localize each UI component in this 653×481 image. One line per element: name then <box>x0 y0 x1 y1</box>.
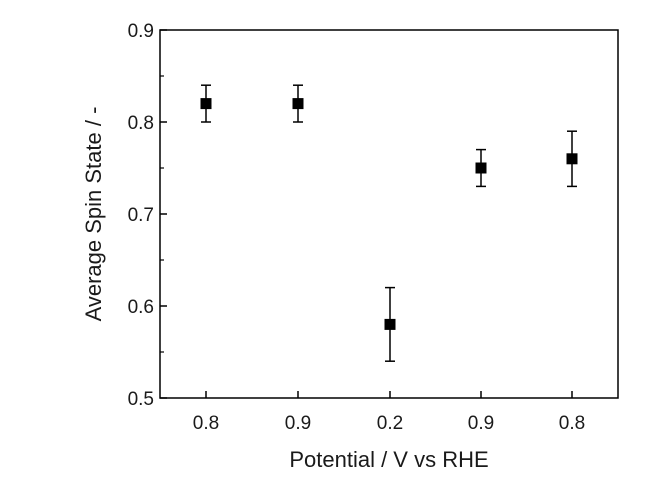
data-point <box>384 318 396 330</box>
data-point <box>566 153 578 165</box>
y-tick-label: 0.5 <box>128 389 154 410</box>
y-tick-label: 0.8 <box>128 113 154 134</box>
y-tick-label: 0.7 <box>128 205 154 226</box>
y-axis: 0.5 0.6 0.7 0.8 0.9 <box>128 21 167 410</box>
x-tick-label: 0.8 <box>193 413 219 434</box>
data-point <box>475 162 487 174</box>
plot-frame <box>159 29 619 399</box>
x-tick-label: 0.8 <box>559 413 585 434</box>
x-axis: 0.8 0.9 0.2 0.9 0.8 <box>193 391 585 434</box>
data-point <box>292 98 304 110</box>
y-axis-title: Average Spin State / - <box>81 107 106 322</box>
data-points <box>200 84 578 362</box>
x-tick-label: 0.2 <box>377 413 403 434</box>
y-tick-label: 0.6 <box>128 297 154 318</box>
x-axis-title: Potential / V vs RHE <box>289 447 488 472</box>
data-point <box>200 98 212 110</box>
y-tick-label: 0.9 <box>128 21 154 42</box>
x-tick-label: 0.9 <box>285 413 311 434</box>
x-tick-label: 0.9 <box>468 413 494 434</box>
